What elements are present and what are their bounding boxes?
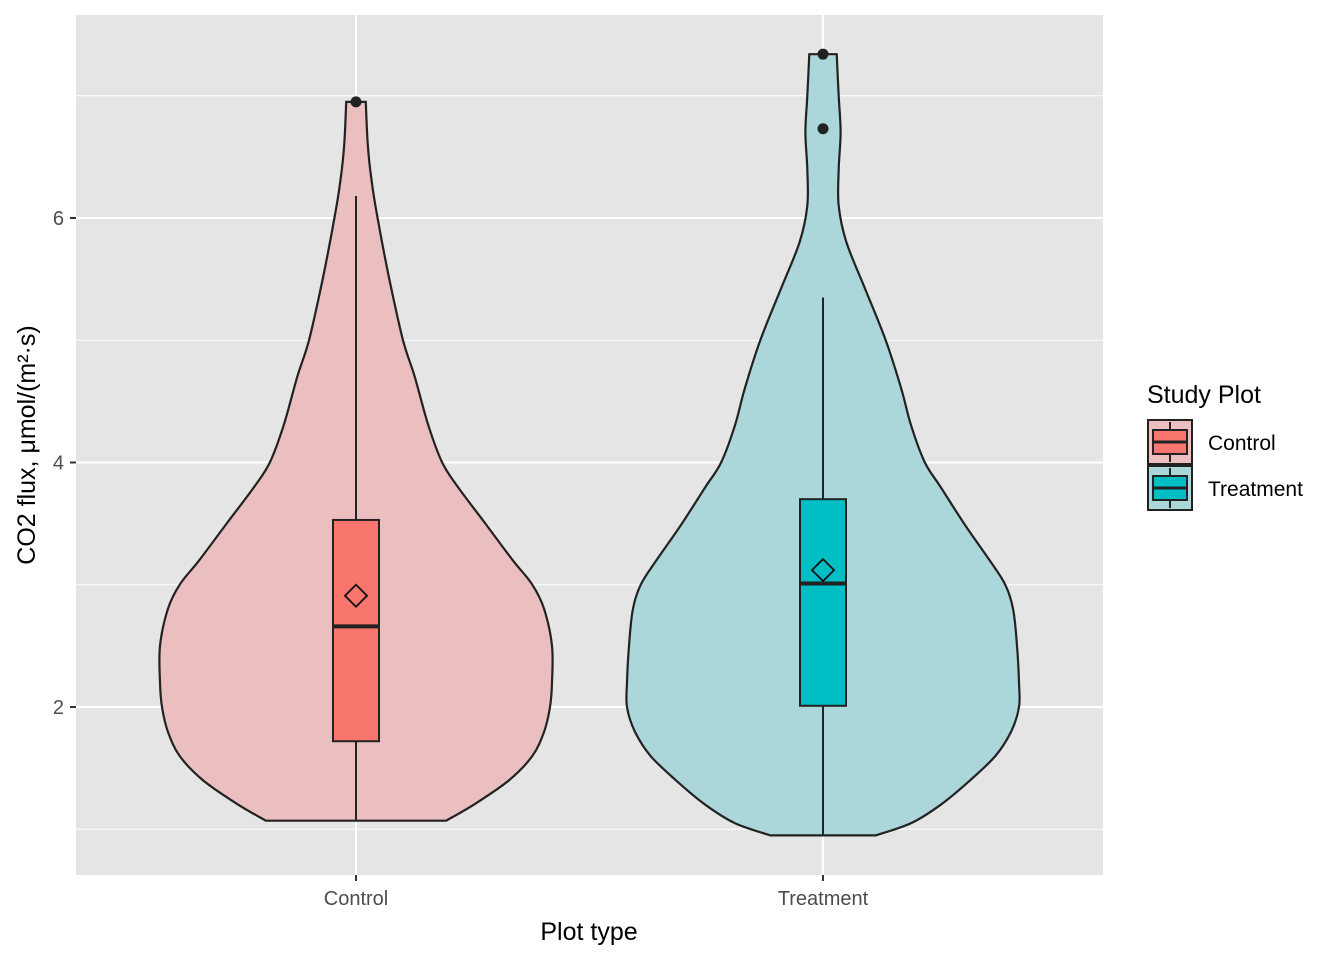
x-axis-title: Plot type — [540, 918, 637, 946]
outlier-point — [817, 123, 829, 135]
legend-item-treatment: Treatment — [1147, 465, 1303, 511]
y-tick-label: 6 — [53, 208, 64, 230]
y-axis-title: CO2 flux, μmol/(m²·s) — [13, 325, 41, 564]
mean-marker-control — [343, 583, 369, 609]
boxplots — [332, 48, 847, 836]
legend-item-control: Control — [1147, 419, 1276, 465]
outlier-point — [817, 48, 829, 60]
iqr-box-treatment — [799, 498, 847, 707]
y-tick-label: 4 — [53, 453, 64, 475]
x-tick-label: Treatment — [778, 888, 869, 910]
outlier-point — [350, 96, 362, 108]
legend: Study Plot Control Treatment — [1147, 381, 1303, 511]
mean-marker-treatment — [810, 557, 836, 583]
y-tick-label: 2 — [53, 697, 64, 719]
y-axis-ticks: 2 4 6 — [53, 208, 76, 719]
legend-title: Study Plot — [1147, 381, 1261, 409]
x-tick-label: Control — [324, 888, 388, 910]
legend-label: Treatment — [1208, 478, 1303, 501]
iqr-box-control — [332, 518, 380, 743]
legend-label: Control — [1208, 432, 1276, 455]
x-axis-ticks: Control Treatment — [324, 875, 869, 910]
